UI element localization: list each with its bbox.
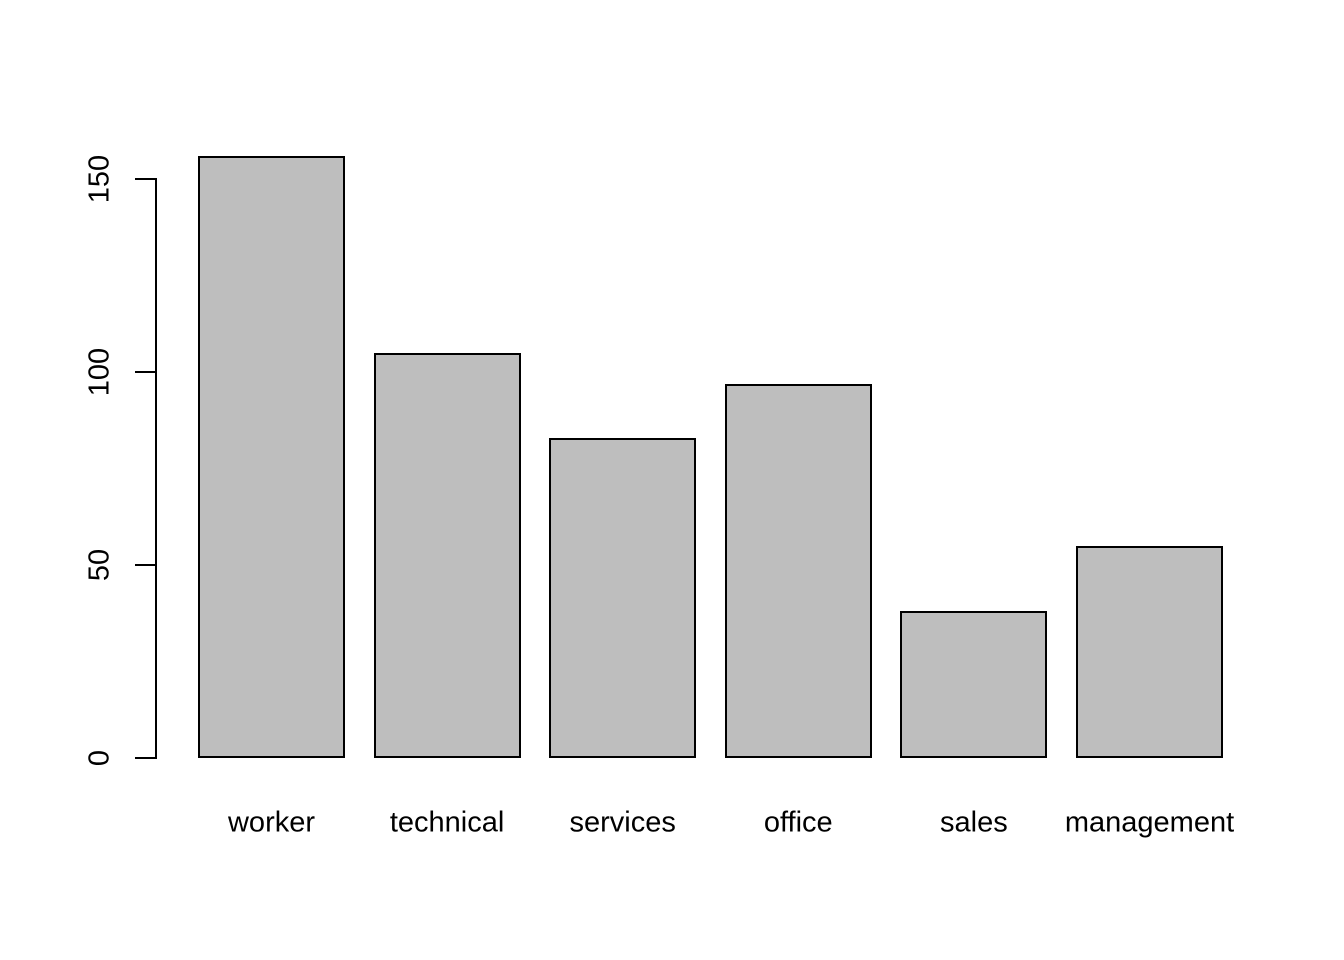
y-axis-line (155, 178, 157, 759)
bar-worker (198, 155, 345, 758)
y-tick-mark (135, 178, 155, 180)
x-category-label: technical (389, 806, 505, 839)
y-tick-mark (135, 564, 155, 566)
x-category-label: worker (227, 806, 316, 839)
x-category-label: management (1064, 806, 1235, 839)
bar-sales (900, 611, 1048, 758)
y-tick-mark (135, 757, 155, 759)
bar-management (1076, 545, 1223, 758)
y-tick-label: 100 (83, 347, 116, 397)
x-category-label: office (763, 806, 833, 839)
x-category-label: services (569, 806, 676, 839)
bar-office (724, 383, 872, 758)
y-tick-label: 0 (83, 749, 116, 767)
bar-services (549, 437, 697, 758)
bar-technical (373, 352, 521, 758)
y-tick-label: 50 (83, 548, 116, 582)
y-tick-mark (135, 371, 155, 373)
x-category-label: sales (940, 806, 1008, 839)
y-tick-label: 150 (83, 154, 116, 204)
